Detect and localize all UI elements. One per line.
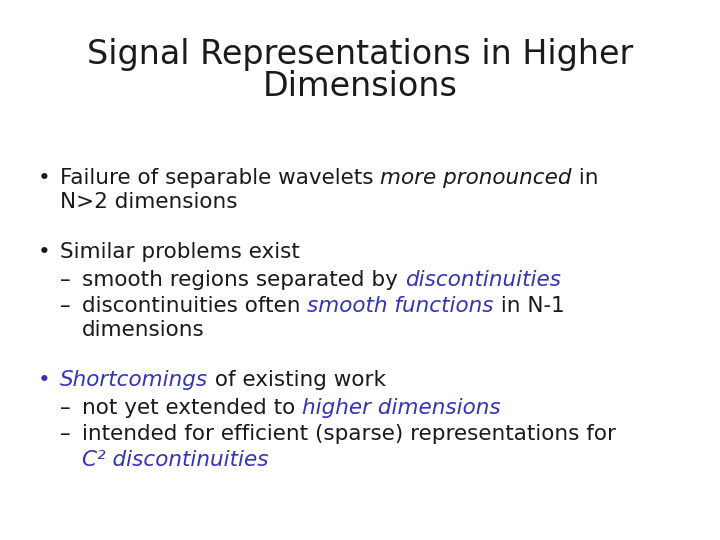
Text: –: – bbox=[60, 296, 71, 316]
Text: discontinuities: discontinuities bbox=[405, 270, 561, 290]
Text: in N-1: in N-1 bbox=[494, 296, 564, 316]
Text: more pronounced: more pronounced bbox=[380, 168, 572, 188]
Text: Failure of separable wavelets: Failure of separable wavelets bbox=[60, 168, 380, 188]
Text: intended for efficient (sparse) representations for: intended for efficient (sparse) represen… bbox=[82, 424, 616, 444]
Text: Shortcomings: Shortcomings bbox=[60, 370, 208, 390]
Text: –: – bbox=[60, 398, 71, 418]
Text: smooth functions: smooth functions bbox=[307, 296, 494, 316]
Text: discontinuities often: discontinuities often bbox=[82, 296, 307, 316]
Text: dimensions: dimensions bbox=[82, 320, 204, 340]
Text: Signal Representations in Higher: Signal Representations in Higher bbox=[87, 38, 633, 71]
Text: Similar problems exist: Similar problems exist bbox=[60, 242, 300, 262]
Text: smooth regions separated by: smooth regions separated by bbox=[82, 270, 405, 290]
Text: –: – bbox=[60, 270, 71, 290]
Text: in: in bbox=[572, 168, 598, 188]
Text: •: • bbox=[38, 370, 50, 390]
Text: higher dimensions: higher dimensions bbox=[302, 398, 500, 418]
Text: •: • bbox=[38, 168, 50, 188]
Text: Dimensions: Dimensions bbox=[263, 70, 457, 103]
Text: of existing work: of existing work bbox=[208, 370, 386, 390]
Text: –: – bbox=[60, 424, 71, 444]
Text: C² discontinuities: C² discontinuities bbox=[82, 450, 269, 470]
Text: N>2 dimensions: N>2 dimensions bbox=[60, 192, 238, 212]
Text: not yet extended to: not yet extended to bbox=[82, 398, 302, 418]
Text: •: • bbox=[38, 242, 50, 262]
